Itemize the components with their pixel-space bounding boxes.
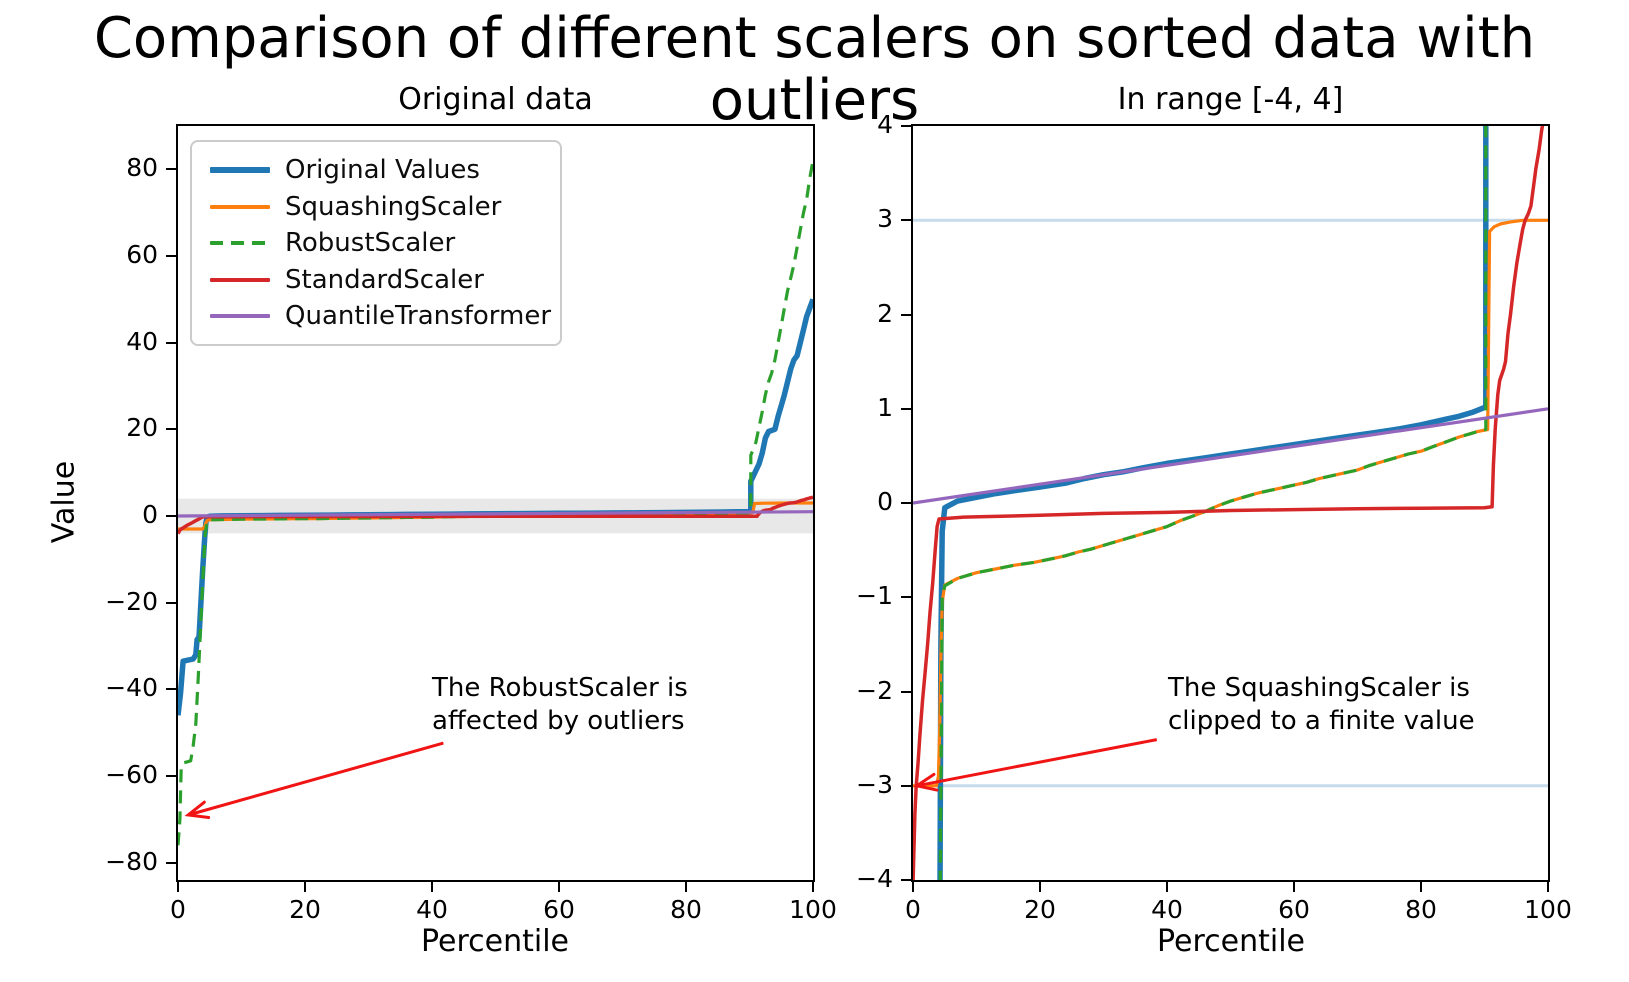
legend-line-sample-quantiletransformer	[210, 314, 270, 318]
x-tick-mark	[304, 882, 306, 892]
series-line-quantiletransformer	[178, 510, 813, 518]
y-tick-mark	[166, 688, 176, 690]
x-tick-mark	[812, 882, 814, 892]
y-tick-label: −20	[105, 587, 158, 616]
y-tick-mark	[901, 314, 911, 316]
legend-line-sample-original-values	[210, 167, 270, 173]
y-tick-label: 2	[877, 299, 893, 328]
series-line-robustscaler	[938, 126, 1488, 880]
series-line-quantiletransformer	[913, 407, 1548, 505]
x-tick-label: 40	[416, 895, 448, 924]
legend-label: StandardScaler	[285, 264, 484, 295]
legend-label: Original Values	[285, 155, 480, 185]
x-tick-label: 80	[1405, 895, 1437, 924]
x-tick-mark	[1293, 882, 1295, 892]
series-line-standardscaler	[178, 495, 813, 535]
left-annotation: The RobustScaler is affected by outliers	[432, 673, 688, 736]
x-tick-label: 0	[905, 895, 921, 924]
y-tick-label: −80	[105, 847, 158, 876]
x-tick-mark	[1547, 882, 1549, 892]
legend-item: RobustScaler	[210, 228, 552, 258]
x-tick-mark	[685, 882, 687, 892]
legend-item: QuantileTransformer	[210, 301, 552, 331]
legend-line-sample-standardscaler	[210, 277, 270, 282]
y-tick-mark	[166, 602, 176, 604]
y-tick-label: −2	[856, 676, 893, 705]
y-tick-label: 0	[877, 487, 893, 516]
right-plot-title: In range [-4, 4]	[1117, 82, 1344, 117]
x-tick-label: 80	[670, 895, 702, 924]
x-tick-label: 60	[1278, 895, 1310, 924]
y-tick-mark	[901, 125, 911, 127]
y-tick-label: 80	[126, 153, 158, 182]
y-tick-label: −60	[105, 760, 158, 789]
x-tick-label: 60	[543, 895, 575, 924]
y-tick-label: −1	[856, 581, 893, 610]
x-tick-label: 100	[789, 895, 837, 924]
x-tick-label: 20	[289, 895, 321, 924]
x-tick-mark	[177, 882, 179, 892]
y-tick-label: 0	[142, 500, 158, 529]
y-tick-label: 40	[126, 327, 158, 356]
x-tick-mark	[1420, 882, 1422, 892]
plot-canvas-in-range	[913, 126, 1548, 880]
left-x-axis-label: Percentile	[420, 924, 569, 959]
y-tick-label: 60	[126, 240, 158, 269]
legend-label: RobustScaler	[285, 228, 456, 258]
legend-label: SquashingScaler	[285, 191, 502, 222]
x-tick-mark	[1039, 882, 1041, 892]
y-tick-mark	[901, 408, 911, 410]
y-tick-mark	[901, 596, 911, 598]
figure-title: Comparison of different scalers on sorte…	[93, 6, 1536, 133]
y-tick-label: −3	[856, 770, 893, 799]
legend: Original Values SquashingScaler RobustSc…	[190, 140, 562, 346]
y-tick-mark	[166, 342, 176, 344]
x-tick-label: 100	[1524, 895, 1572, 924]
annotation-arrow	[184, 741, 444, 820]
y-tick-mark	[901, 502, 911, 504]
x-tick-mark	[912, 882, 914, 892]
y-tick-mark	[166, 428, 176, 430]
x-tick-mark	[1166, 882, 1168, 892]
y-tick-label: 4	[877, 110, 893, 139]
legend-label: QuantileTransformer	[285, 301, 552, 331]
legend-line-sample-robustscaler	[210, 241, 270, 245]
x-tick-mark	[431, 882, 433, 892]
annotation-arrow	[913, 738, 1158, 792]
legend-line-sample-squashingscaler	[210, 204, 270, 209]
x-tick-label: 40	[1151, 895, 1183, 924]
y-tick-mark	[166, 775, 176, 777]
y-tick-mark	[901, 785, 911, 787]
x-tick-label: 0	[170, 895, 186, 924]
left-plot-area	[176, 124, 815, 882]
right-x-axis-label: Percentile	[1156, 924, 1305, 959]
y-tick-mark	[901, 691, 911, 693]
y-tick-mark	[166, 168, 176, 170]
plot-canvas-original	[178, 160, 813, 846]
y-tick-mark	[166, 515, 176, 517]
y-tick-label: 20	[126, 413, 158, 442]
legend-item: SquashingScaler	[210, 192, 552, 222]
y-tick-mark	[901, 879, 911, 881]
y-tick-label: −40	[105, 673, 158, 702]
right-plot-area	[911, 124, 1550, 882]
y-tick-mark	[166, 862, 176, 864]
right-annotation: The SquashingScaler is clipped to a fini…	[1168, 673, 1475, 736]
y-tick-mark	[166, 255, 176, 257]
x-tick-mark	[558, 882, 560, 892]
y-tick-label: 1	[877, 393, 893, 422]
legend-item: StandardScaler	[210, 265, 552, 295]
x-tick-label: 20	[1024, 895, 1056, 924]
y-tick-mark	[901, 219, 911, 221]
legend-item: Original Values	[210, 155, 552, 185]
left-plot-title: Original data	[398, 82, 593, 117]
y-tick-label: 3	[877, 204, 893, 233]
series-line-standardscaler	[913, 126, 1545, 880]
y-tick-label: −4	[856, 864, 893, 893]
